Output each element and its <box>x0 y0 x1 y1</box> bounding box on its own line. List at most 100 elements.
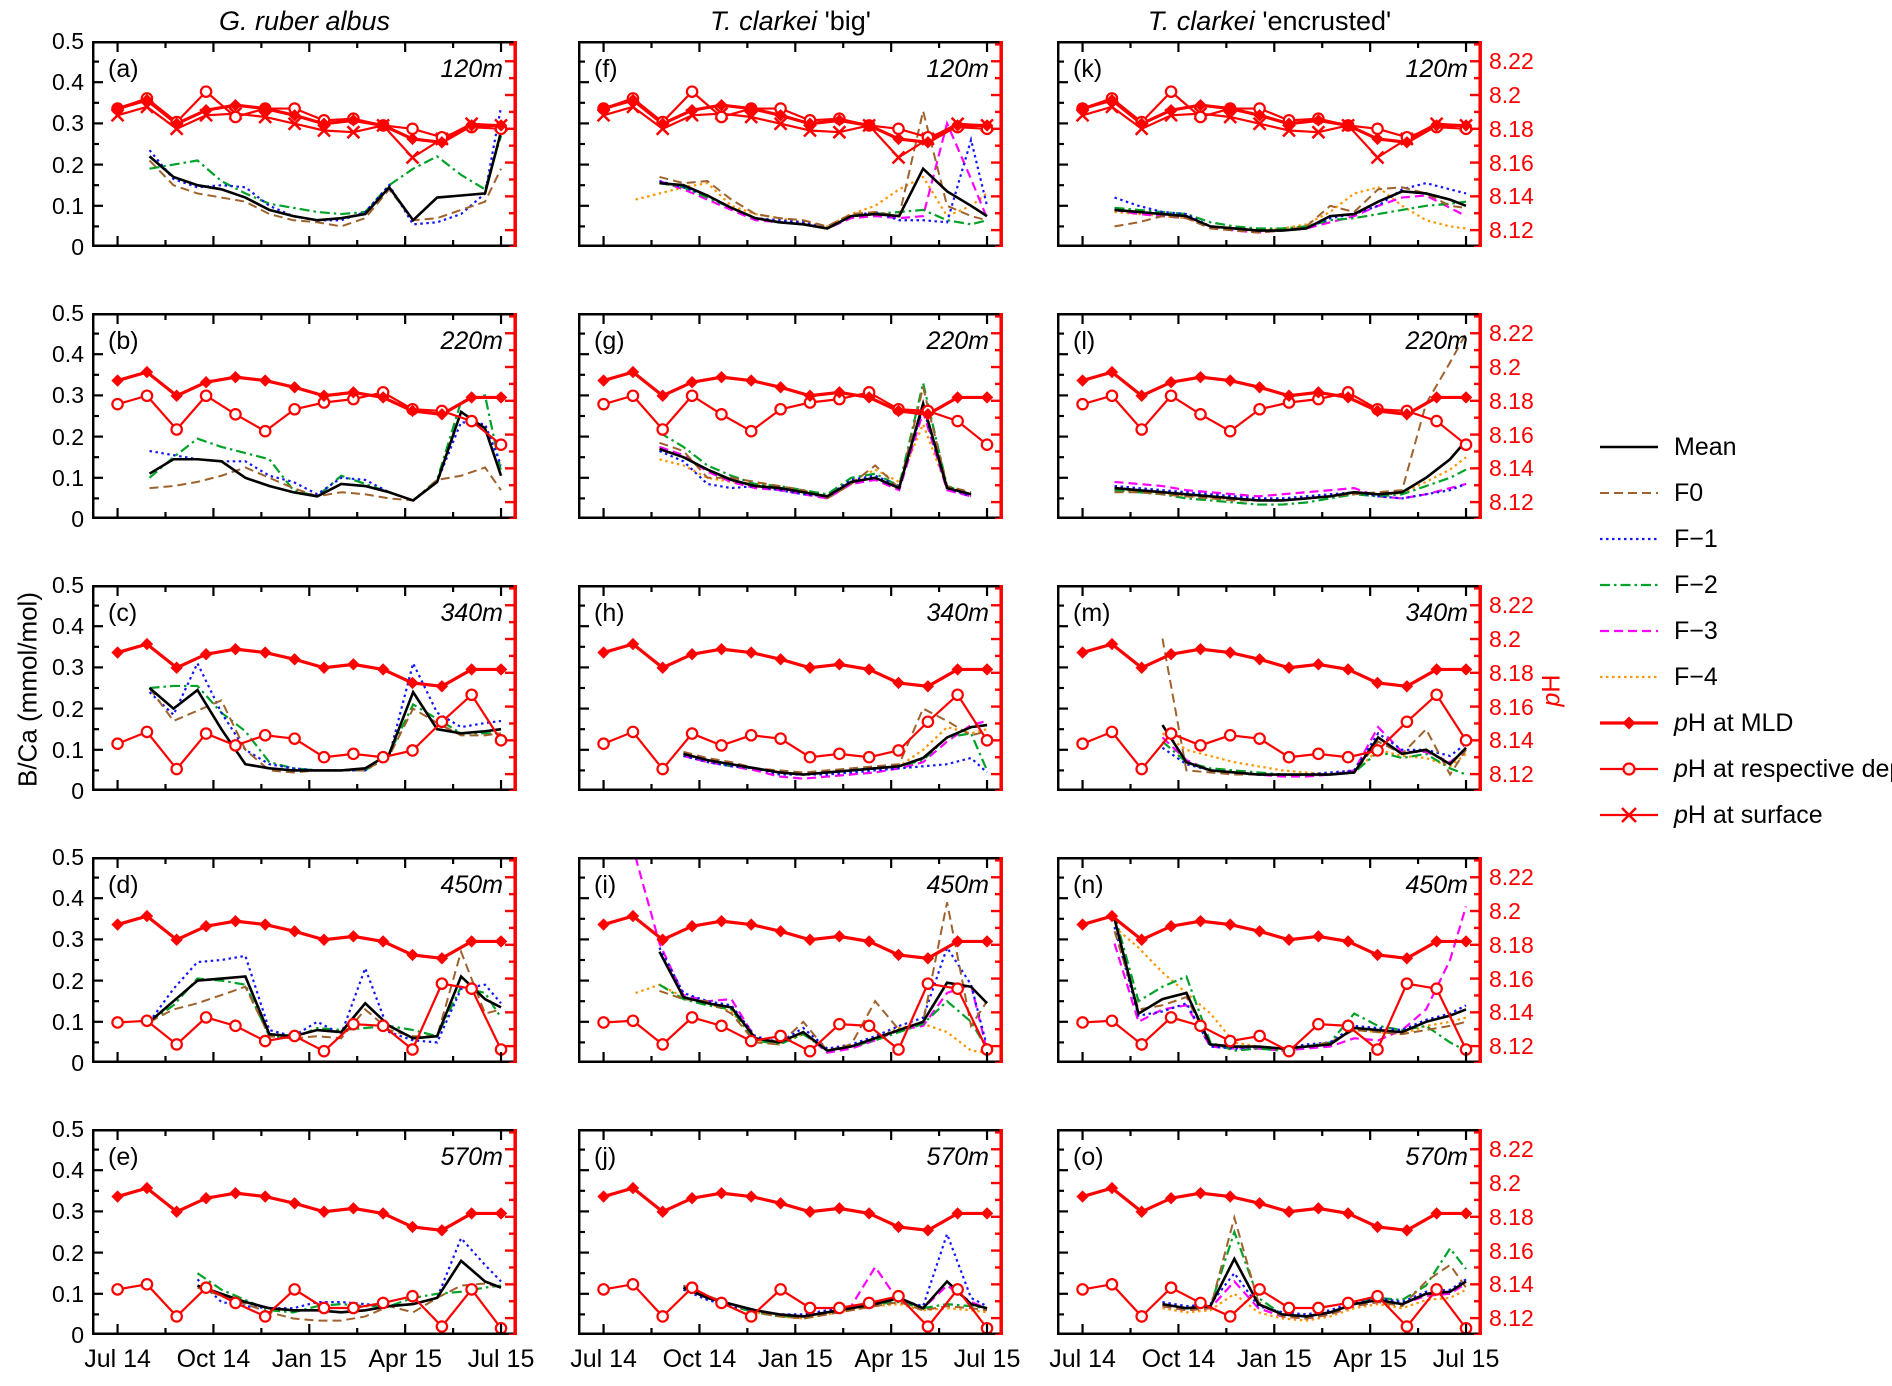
ph-depth-(a)-marker <box>229 110 242 124</box>
left-tick-label: 0.1 <box>52 1280 84 1307</box>
right-tick-label: 8.22 <box>1489 48 1534 75</box>
series-F−1-(j) <box>683 1230 988 1316</box>
ph-mld-(i)-marker <box>892 948 905 962</box>
panel-depth-label: 220m <box>439 327 503 355</box>
ph-depth-(g)-marker <box>951 414 964 428</box>
ph-mld-(b)-marker <box>199 376 213 389</box>
right-tick-label: 8.2 <box>1489 1170 1521 1197</box>
panel-letter: (j) <box>594 1143 616 1171</box>
ph-depth-(m)-marker <box>1253 732 1266 745</box>
ph-mld-(c)-marker <box>317 661 331 674</box>
right-tick-label: 8.12 <box>1489 1033 1534 1060</box>
panel-letter: (c) <box>108 599 137 627</box>
series-F0-(l) <box>1114 333 1467 502</box>
ph-mld-(a)-marker <box>317 117 331 130</box>
left-tick-label: 0.1 <box>52 192 84 219</box>
ph-depth-(i)-marker <box>862 1019 876 1033</box>
ph-mld-(c)-marker <box>258 646 272 659</box>
ph-depth-(h)-marker <box>715 739 728 752</box>
ph-depth-(i)-marker <box>803 1044 817 1058</box>
ph-depth-(m)-marker <box>1076 737 1089 751</box>
ph-surface-(a)-marker <box>317 123 331 138</box>
panel-letter: (l) <box>1073 327 1095 355</box>
ph-mld-(a)-marker <box>140 93 154 107</box>
ph-mld-(i)-marker <box>774 925 787 938</box>
ph-depth-(l)-marker <box>1430 414 1443 428</box>
ph-depth-(d)-marker <box>170 1038 183 1051</box>
x-tick-label: Oct 14 <box>176 1345 251 1373</box>
series-ph-depth-(h) <box>603 693 988 771</box>
ph-mld-(l)-marker <box>1400 408 1414 421</box>
series-F0-(a) <box>148 159 502 228</box>
right-tick-label: 8.18 <box>1489 931 1534 958</box>
ph-depth-(c)-marker <box>199 727 213 740</box>
ph-mld-(i)-marker <box>803 933 817 946</box>
ph-depth-(o)-marker <box>1341 1296 1355 1310</box>
series-F0-(o) <box>1162 1213 1467 1320</box>
ph-mld-(k)-marker <box>1105 93 1119 107</box>
ph-mld-(d)-marker <box>435 952 449 965</box>
panel-depth-label: 120m <box>440 55 503 83</box>
ph-mld-(h)-marker <box>862 663 876 676</box>
ph-depth-(m)-marker <box>1400 715 1414 729</box>
ph-mld-(h)-marker <box>744 646 758 659</box>
series-F−1-(k) <box>1114 182 1467 232</box>
legend-swatch-ph_surface <box>1600 807 1658 823</box>
panel-letter: (e) <box>108 1143 139 1171</box>
panel-(k)-120m: (k) 120m <box>1057 41 1482 247</box>
ph-mld-(b)-marker <box>140 365 154 379</box>
left-tick-label: 0.2 <box>52 423 84 450</box>
panel-letter: (d) <box>108 871 139 899</box>
ph-mld-(n)-marker <box>1105 909 1119 923</box>
panel-(i)-450m: (i) 450m <box>578 857 1003 1063</box>
ph-mld-(a)-marker <box>435 136 449 149</box>
ph-mld-(o)-marker <box>1223 1190 1237 1203</box>
left-tick-label: 0 <box>71 778 84 804</box>
panel-depth-label: 220m <box>925 327 989 355</box>
series-ph-depth-(i) <box>603 982 989 1053</box>
ph-mld-(o)-marker <box>1430 1207 1443 1220</box>
ph-depth-(n)-marker <box>1223 1034 1237 1048</box>
ph-depth-(m)-marker <box>1282 750 1296 764</box>
right-axis-title: pH <box>1537 674 1566 707</box>
ph-mld-(i)-marker <box>685 920 699 933</box>
ph-depth-(j)-marker <box>774 1283 787 1296</box>
legend-swatch-mean <box>1600 445 1658 449</box>
ph-mld-(m)-marker <box>1076 646 1089 659</box>
ph-depth-(h)-marker <box>980 734 994 747</box>
ph-depth-(h)-marker <box>626 725 640 739</box>
right-tick-label: 8.2 <box>1489 898 1521 925</box>
left-tick-label: 0.4 <box>52 341 84 368</box>
ph-mld-(g)-marker <box>833 386 846 399</box>
ph-mld-(d)-marker <box>406 948 419 962</box>
ph-depth-(e)-marker <box>406 1289 419 1303</box>
ph-depth-(o)-marker <box>1312 1301 1325 1315</box>
ph-depth-(k)-marker <box>1194 110 1207 124</box>
ph-mld-(l)-marker <box>1105 365 1119 379</box>
ph-mld-(k)-marker <box>1341 119 1355 132</box>
panel-depth-label: 570m <box>926 1143 989 1171</box>
ph-mld-(g)-marker <box>803 389 817 402</box>
right-tick-label: 8.14 <box>1489 1271 1534 1298</box>
ph-mld-(j)-marker <box>685 1192 699 1205</box>
series-F−3-(n) <box>1113 906 1468 1052</box>
ph-depth-(e)-marker <box>376 1296 390 1310</box>
ph-mld-(f)-marker <box>626 93 640 107</box>
ph-depth-(c)-marker <box>435 715 449 729</box>
ph-depth-(j)-marker <box>597 1283 610 1296</box>
ph-mld-(a)-marker <box>258 102 272 115</box>
ph-mld-(o)-marker <box>1164 1192 1178 1205</box>
ph-depth-(c)-marker <box>347 747 360 761</box>
ph-depth-(o)-marker <box>1076 1283 1089 1296</box>
ph-mld-(k)-marker <box>1371 132 1384 146</box>
ph-depth-(c)-marker <box>317 750 331 764</box>
ph-mld-(l)-marker <box>1282 389 1296 402</box>
ph-depth-(o)-marker <box>1282 1301 1296 1315</box>
ph-surface-(f)-marker <box>773 116 788 131</box>
series-ph-depth-(j) <box>603 1283 988 1329</box>
series-F−4-(f) <box>635 175 988 228</box>
ph-mld-(a)-marker <box>111 102 124 115</box>
ph-mld-(m)-marker <box>1312 658 1325 671</box>
ph-depth-(d)-marker <box>406 1043 419 1056</box>
panel-depth-label: 450m <box>1405 871 1468 899</box>
